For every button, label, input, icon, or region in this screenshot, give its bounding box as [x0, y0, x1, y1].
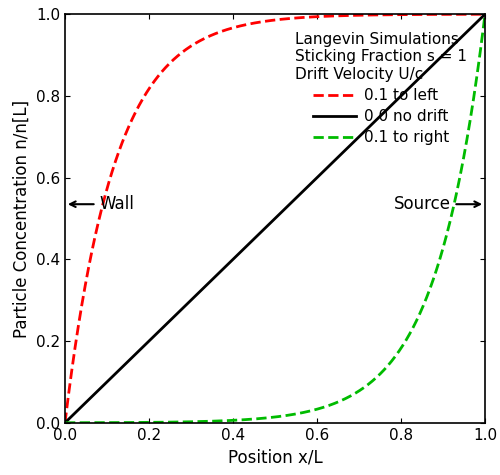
- Text: Source: Source: [394, 195, 450, 213]
- X-axis label: Position x/L: Position x/L: [228, 448, 322, 466]
- Legend: 0.1 to left, 0.0 no drift, 0.1 to right: 0.1 to left, 0.0 no drift, 0.1 to right: [289, 26, 473, 152]
- Y-axis label: Particle Concentration n/n[L]: Particle Concentration n/n[L]: [12, 99, 30, 338]
- Text: Wall: Wall: [100, 195, 134, 213]
